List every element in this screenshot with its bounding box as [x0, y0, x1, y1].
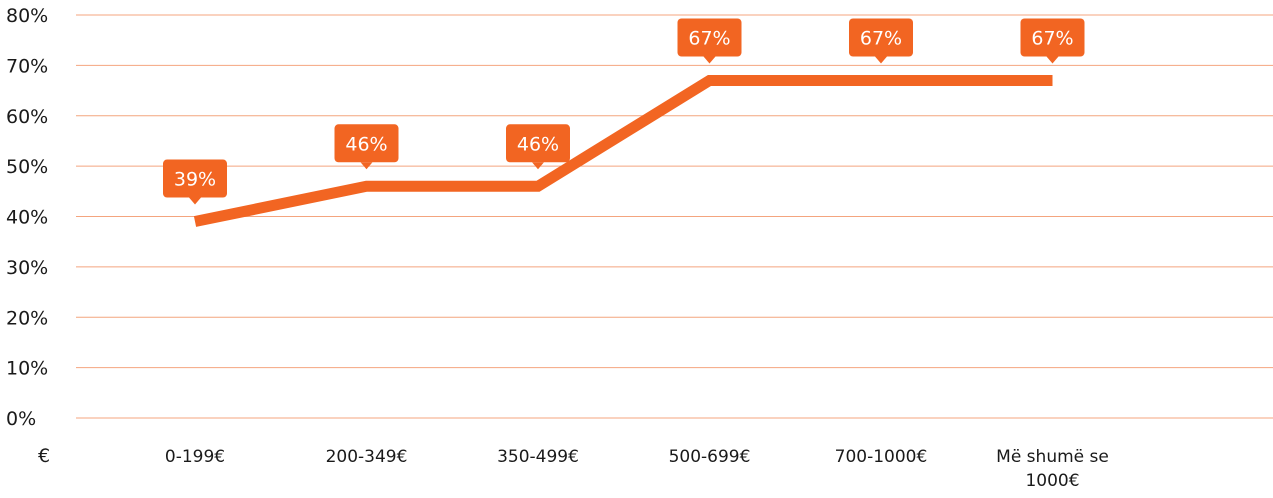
y-tick-label: 10% — [6, 358, 48, 380]
x-tick-label: 700-1000€ — [835, 447, 928, 467]
data-label-text: 39% — [174, 169, 216, 191]
data-label-text: 67% — [688, 27, 730, 49]
series-line — [193, 74, 1053, 227]
data-label-pointer — [360, 162, 373, 170]
y-tick-label: 60% — [6, 106, 48, 128]
data-label-pointer — [703, 56, 716, 64]
data-labels: 39% 46% 46% 67% 67% 67% — [163, 18, 1085, 205]
y-tick-label: 20% — [6, 307, 48, 329]
data-label-box — [506, 124, 570, 163]
data-label-pointer — [1046, 56, 1059, 64]
data-label-box — [163, 159, 227, 198]
data-label-callout: 39% — [163, 159, 227, 205]
data-label-pointer — [532, 162, 544, 170]
x-tick-label: 200-349€ — [326, 447, 408, 467]
data-label-callout: 46% — [334, 124, 399, 170]
y-tick-label: 40% — [6, 207, 48, 229]
data-label-text: 46% — [517, 133, 559, 155]
y-tick-label: 0% — [6, 408, 36, 430]
data-label-pointer — [189, 197, 201, 205]
data-label-box — [1020, 18, 1085, 57]
data-label-text: 46% — [345, 133, 387, 155]
data-label-text: 67% — [860, 27, 902, 49]
x-tick-label: 350-499€ — [497, 447, 579, 467]
data-label-text: 67% — [1031, 27, 1073, 49]
x-tick-label: Më shumë se 1000€ — [996, 447, 1109, 491]
data-label-callout: 67% — [677, 18, 742, 64]
gridlines — [76, 14, 1273, 419]
data-label-box — [334, 124, 399, 163]
data-label-pointer — [875, 56, 887, 64]
data-label-callout: 46% — [506, 124, 570, 170]
x-axis-title: € — [38, 445, 50, 467]
x-axis-labels: € 0-199€ 200-349€ 350-499€ 500-699€ 700-1000… — [38, 445, 1109, 491]
data-label-callout: 67% — [849, 18, 913, 64]
data-label-callout: 67% — [1020, 18, 1085, 64]
x-tick-label: 0-199€ — [165, 447, 225, 467]
x-tick-label: 500-699€ — [669, 447, 751, 467]
y-tick-label: 70% — [6, 55, 48, 77]
series-line-layer — [193, 74, 1053, 227]
y-tick-label: 80% — [6, 5, 48, 27]
y-tick-label: 50% — [6, 156, 48, 178]
data-label-box — [849, 18, 913, 57]
data-label-box — [677, 18, 742, 57]
y-tick-label: 30% — [6, 257, 48, 279]
y-axis-tick-labels: 0% 10% 20% 30% 40% 50% 60% 70% 80% — [6, 5, 48, 430]
